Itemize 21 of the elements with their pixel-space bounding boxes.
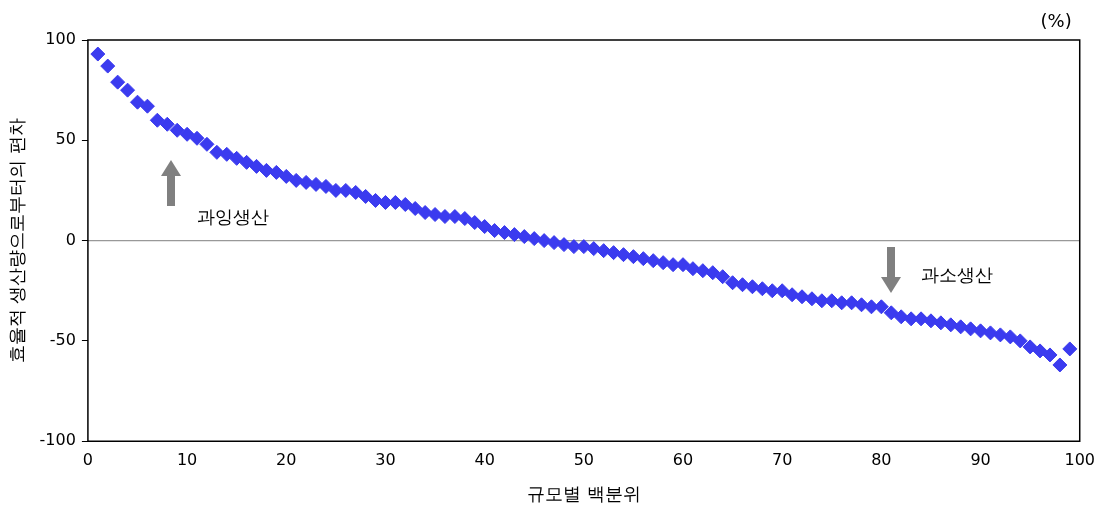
y-tick-label: 50 (55, 129, 76, 149)
text: (%) (1040, 9, 1072, 31)
x-tick-label: 10 (176, 449, 198, 469)
y-tick-label: 100 (45, 29, 76, 49)
y-tick-label: -50 (49, 330, 76, 350)
x-tick-label: 70 (772, 449, 793, 469)
x-axis-title: 규모별 백분위 (526, 482, 641, 504)
x-tick-label: 20 (276, 449, 297, 469)
x-tick-label: 30 (375, 449, 396, 469)
x-tick-label: 80 (871, 449, 892, 469)
x-tick-label: 40 (474, 449, 495, 469)
x-tick-label: 0 (82, 449, 94, 469)
x-tick-label: 50 (573, 449, 594, 469)
x-tick-label: 60 (672, 449, 694, 469)
x-tick-label: 100 (1064, 449, 1095, 469)
annotation: 과소생산 (921, 264, 994, 286)
y-axis-title: 효율적 생산량으로부터의 편차 (6, 117, 28, 364)
x-tick-label: 90 (970, 449, 991, 469)
y-tick-label: -100 (39, 430, 76, 450)
annotation: 과잉생산 (197, 206, 270, 228)
y-tick-label: 0 (65, 229, 76, 249)
